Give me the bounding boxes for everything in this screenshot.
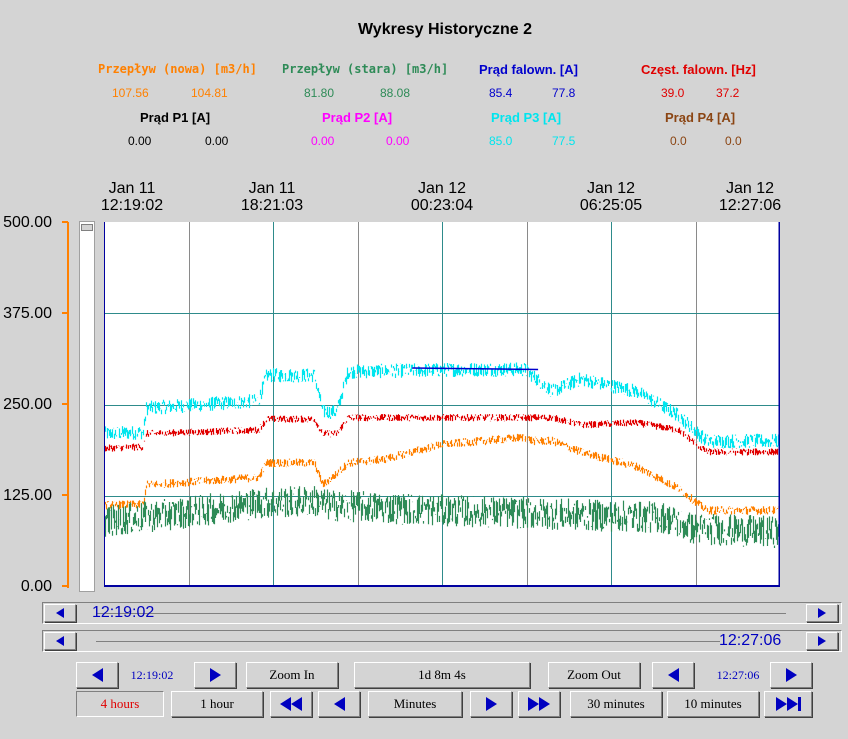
- arrow-right-icon: [486, 697, 497, 711]
- legend-inverter-current-label: Prąd falown. [A]: [479, 62, 578, 77]
- start-time-thumb[interactable]: 12:19:02: [92, 602, 162, 624]
- period-10-minutes-button[interactable]: 10 minutes: [667, 691, 759, 717]
- end-time-field: 12:27:06: [708, 668, 768, 683]
- arrow-left-icon: [334, 697, 345, 711]
- y-tick-label: 500.00: [0, 214, 52, 232]
- period-1-hour-button[interactable]: 1 hour: [171, 691, 263, 717]
- legend-p1-label: Prąd P1 [A]: [140, 110, 210, 125]
- x-tick-label: Jan 11 12:19:02: [92, 180, 172, 214]
- vertical-slider-thumb[interactable]: [81, 224, 93, 231]
- end-back-button[interactable]: [652, 662, 694, 688]
- start-forward-button[interactable]: [194, 662, 236, 688]
- unit-minutes-button[interactable]: Minutes: [368, 691, 462, 717]
- arrow-right-icon: [210, 668, 221, 682]
- legend-flow-new-v2: 104.81: [191, 86, 228, 100]
- arrow-right-icon: [818, 636, 826, 646]
- fast-forward-button[interactable]: [518, 691, 560, 717]
- x-tick-label: Jan 12 06:25:05: [571, 180, 651, 214]
- legend-inverter-current-v2: 77.8: [552, 86, 575, 100]
- legend-inverter-freq-label: Częst. falown. [Hz]: [641, 62, 756, 77]
- y-tick-label: 125.00: [0, 487, 52, 505]
- page-title: Wykresy Historyczne 2: [0, 21, 848, 39]
- y-tick-label: 0.00: [0, 578, 52, 596]
- y-tick-label: 375.00: [0, 305, 52, 323]
- legend-p3-v1: 85.0: [489, 134, 512, 148]
- end-time-thumb[interactable]: 12:27:06: [719, 630, 789, 652]
- fast-back-button[interactable]: [270, 691, 312, 717]
- step-forward-button[interactable]: [470, 691, 512, 717]
- legend-flow-old-v2: 88.08: [380, 86, 410, 100]
- legend-p1-v2: 0.00: [205, 134, 228, 148]
- legend-inverter-freq-v1: 39.0: [661, 86, 684, 100]
- arrow-left-icon: [56, 608, 64, 618]
- legend-p4-v2: 0.0: [725, 134, 742, 148]
- zoom-out-button[interactable]: Zoom Out: [548, 662, 640, 688]
- vertical-slider[interactable]: [79, 221, 95, 592]
- span-display[interactable]: 1d 8m 4s: [354, 662, 530, 688]
- y-axis: [56, 218, 72, 592]
- end-scroll-right-button[interactable]: [806, 632, 838, 650]
- end-forward-button[interactable]: [770, 662, 812, 688]
- double-arrow-right-icon: [528, 697, 539, 711]
- go-to-end-button[interactable]: [764, 691, 812, 717]
- arrow-left-icon: [56, 636, 64, 646]
- period-30-minutes-button[interactable]: 30 minutes: [570, 691, 662, 717]
- legend-flow-old-label: Przepływ (stara) [m3/h]: [282, 62, 448, 76]
- arrow-left-icon: [92, 668, 103, 682]
- arrow-right-icon: [818, 608, 826, 618]
- x-tick-label: Jan 12 12:27:06: [710, 180, 790, 214]
- start-scroll-right-button[interactable]: [806, 604, 838, 622]
- legend-inverter-freq-v2: 37.2: [716, 86, 739, 100]
- trend-chart: [104, 222, 780, 587]
- x-tick-label: Jan 11 18:21:03: [232, 180, 312, 214]
- legend-inverter-current-v1: 85.4: [489, 86, 512, 100]
- legend-p1-v1: 0.00: [128, 134, 151, 148]
- end-scroll-left-button[interactable]: [44, 632, 76, 650]
- legend-flow-old-v1: 81.80: [304, 86, 334, 100]
- skip-to-end-icon: [776, 697, 787, 711]
- y-tick-label: 250.00: [0, 396, 52, 414]
- legend-p3-v2: 77.5: [552, 134, 575, 148]
- legend-p4-label: Prąd P4 [A]: [665, 110, 735, 125]
- legend-p4-v1: 0.0: [670, 134, 687, 148]
- legend-flow-new-v1: 107.56: [112, 86, 149, 100]
- legend-flow-new-label: Przepływ (nowa) [m3/h]: [98, 62, 257, 76]
- start-back-button[interactable]: [76, 662, 118, 688]
- period-4-hours-button[interactable]: 4 hours: [76, 691, 164, 717]
- legend-p2-v2: 0.00: [386, 134, 409, 148]
- legend-p2-v1: 0.00: [311, 134, 334, 148]
- legend-p3-label: Prąd P3 [A]: [491, 110, 561, 125]
- arrow-right-icon: [786, 668, 797, 682]
- legend-p2-label: Prąd P2 [A]: [322, 110, 392, 125]
- zoom-in-button[interactable]: Zoom In: [246, 662, 338, 688]
- double-arrow-left-icon: [280, 697, 291, 711]
- step-back-button[interactable]: [318, 691, 360, 717]
- arrow-left-icon: [668, 668, 679, 682]
- start-scroll-left-button[interactable]: [44, 604, 76, 622]
- start-time-field: 12:19:02: [122, 668, 182, 683]
- x-tick-label: Jan 12 00:23:04: [402, 180, 482, 214]
